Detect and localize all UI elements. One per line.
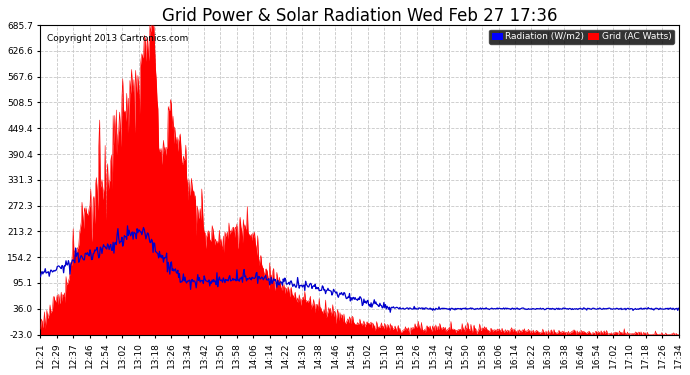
Title: Grid Power & Solar Radiation Wed Feb 27 17:36: Grid Power & Solar Radiation Wed Feb 27 … — [161, 7, 558, 25]
Legend: Radiation (W/m2), Grid (AC Watts): Radiation (W/m2), Grid (AC Watts) — [489, 30, 674, 44]
Text: Copyright 2013 Cartronics.com: Copyright 2013 Cartronics.com — [47, 34, 188, 44]
